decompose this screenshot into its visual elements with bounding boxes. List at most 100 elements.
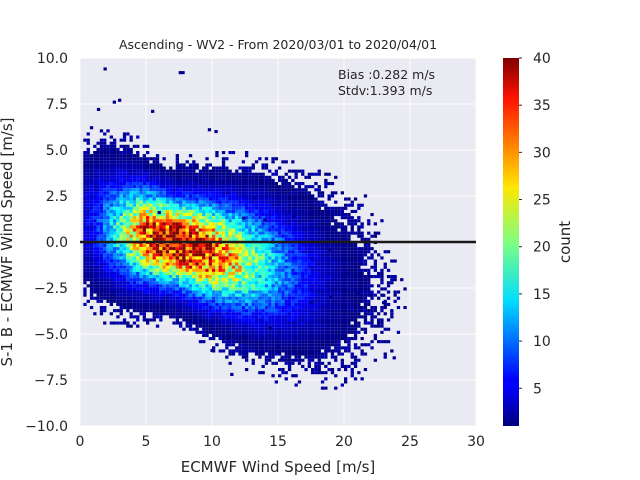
density-cell — [344, 284, 348, 288]
density-cell — [274, 169, 278, 173]
density-cell — [149, 225, 153, 229]
density-cell — [235, 178, 239, 182]
density-cell — [248, 231, 252, 235]
density-cell — [162, 302, 166, 306]
density-cell — [195, 194, 199, 198]
density-cell — [93, 244, 97, 248]
density-cell — [126, 321, 130, 325]
density-cell — [215, 237, 219, 241]
density-cell — [116, 222, 120, 226]
density-cell — [142, 299, 146, 303]
y-tick-label: 7.5 — [46, 97, 68, 113]
density-cell — [314, 324, 318, 328]
density-cell — [225, 222, 229, 226]
density-cell — [347, 284, 351, 288]
density-cell — [311, 355, 315, 359]
density-cell — [106, 262, 110, 266]
density-cell — [254, 259, 259, 263]
density-cell — [291, 259, 295, 263]
density-cell — [192, 197, 196, 201]
density-cell — [294, 262, 298, 266]
density-cell — [297, 327, 302, 331]
density-cell — [106, 188, 110, 192]
density-cell — [307, 271, 311, 275]
density-cell — [192, 250, 196, 254]
density-cell — [103, 278, 107, 282]
density-cell — [218, 296, 222, 300]
density-cell — [215, 330, 219, 334]
density-cell — [221, 324, 226, 328]
density-cell — [225, 203, 229, 207]
density-cell — [179, 178, 183, 182]
density-cell — [215, 312, 219, 316]
density-cell — [142, 154, 146, 158]
density-cell — [116, 178, 120, 182]
density-cell — [291, 293, 295, 297]
density-cell — [238, 299, 242, 303]
density-cell — [320, 275, 325, 279]
density-cell — [185, 231, 189, 235]
density-cell — [274, 194, 278, 198]
density-cell — [142, 206, 146, 210]
density-cell — [307, 293, 311, 297]
density-cell — [241, 296, 245, 300]
density-cell — [129, 135, 133, 139]
density-cell — [337, 346, 341, 350]
density-cell — [116, 191, 120, 195]
density-cell — [228, 188, 232, 192]
density-cell — [261, 346, 265, 350]
density-cell — [109, 185, 113, 189]
density-cell — [324, 275, 328, 279]
density-cell — [192, 321, 196, 325]
density-cell — [212, 209, 216, 213]
density-cell — [344, 216, 348, 220]
density-cell — [274, 293, 278, 297]
density-cell — [347, 296, 351, 300]
density-cell — [96, 222, 100, 226]
density-cell — [146, 237, 150, 241]
density-cell — [149, 268, 153, 272]
density-cell — [271, 355, 275, 359]
density-cell — [248, 262, 252, 266]
density-cell — [367, 222, 371, 226]
density-cell — [122, 185, 127, 189]
density-cell — [340, 256, 344, 260]
outlier-cell — [210, 349, 214, 353]
density-cell — [317, 194, 321, 198]
density-cell — [89, 191, 94, 195]
density-cell — [238, 247, 242, 251]
density-cell — [357, 225, 361, 229]
density-cell — [258, 200, 262, 204]
density-cell — [132, 281, 137, 285]
density-cell — [195, 265, 199, 269]
density-cell — [208, 169, 212, 173]
density-cell — [360, 271, 364, 275]
density-cell — [231, 256, 236, 260]
density-cell — [261, 284, 265, 288]
density-cell — [136, 182, 140, 186]
density-cell — [307, 302, 311, 306]
density-cell — [254, 284, 259, 288]
density-cell — [274, 228, 278, 232]
density-cell — [152, 244, 156, 248]
density-cell — [185, 284, 189, 288]
density-cell — [109, 275, 113, 279]
density-cell — [324, 364, 328, 368]
density-cell — [212, 234, 216, 238]
density-cell — [297, 340, 302, 344]
density-cell — [301, 216, 305, 220]
density-cell — [129, 222, 133, 226]
density-cell — [175, 237, 179, 241]
density-cell — [142, 209, 146, 213]
density-cell — [132, 182, 137, 186]
density-cell — [274, 250, 278, 254]
density-cell — [337, 302, 341, 306]
density-cell — [287, 228, 292, 232]
density-cell — [254, 281, 259, 285]
density-cell — [146, 185, 150, 189]
density-cell — [212, 268, 216, 272]
density-cell — [274, 172, 278, 176]
density-cell — [126, 194, 130, 198]
density-cell — [245, 327, 249, 331]
density-cell — [287, 250, 292, 254]
